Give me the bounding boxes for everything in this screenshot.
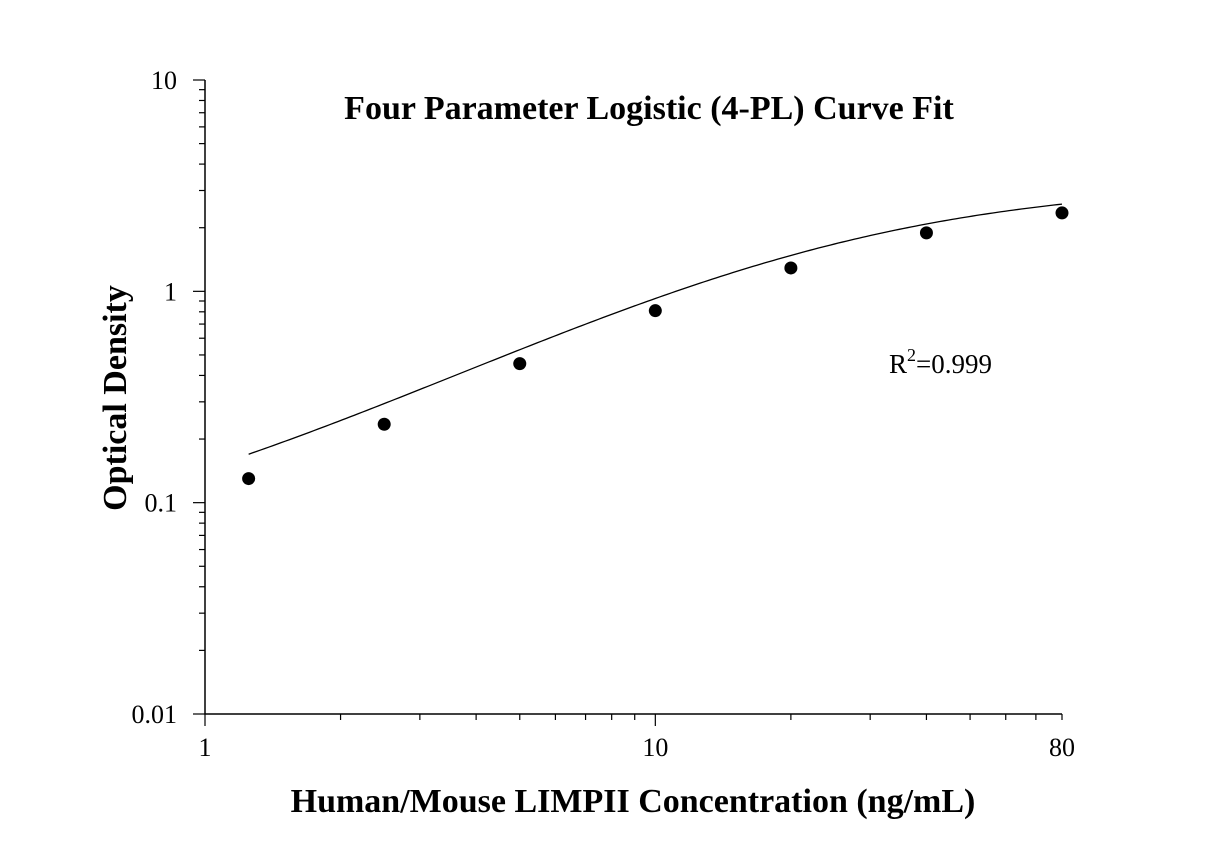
r-squared-value: =0.999 (916, 349, 992, 379)
r-squared-superscript: 2 (907, 345, 916, 365)
major-ticks (193, 79, 656, 726)
minor-ticks (199, 89, 1063, 720)
data-point (242, 472, 256, 486)
fit-curve (248, 203, 1063, 455)
chart-title: Four Parameter Logistic (4-PL) Curve Fit (344, 90, 954, 127)
data-point (377, 417, 391, 431)
data-point (784, 261, 798, 275)
x-tick-label: 80 (1049, 733, 1075, 762)
x-tick-labels: 1 10 80 (199, 733, 1076, 762)
data-point (648, 304, 662, 318)
r-squared-annotation: R2=0.999 (889, 345, 992, 379)
y-tick-label: 1 (164, 277, 177, 306)
y-axis-label: Optical Density (97, 285, 134, 511)
y-tick-label: 0.01 (132, 700, 178, 729)
x-axis-label: Human/Mouse LIMPII Concentration (ng/mL) (291, 783, 976, 820)
data-point (513, 357, 527, 371)
r-squared-base: R (889, 349, 907, 379)
axes (204, 80, 1062, 715)
data-points (242, 206, 1069, 486)
data-point (1055, 206, 1069, 220)
y-tick-label: 0.1 (145, 489, 178, 518)
x-tick-label: 10 (642, 733, 668, 762)
y-tick-labels: 10 1 0.1 0.01 (132, 66, 178, 729)
x-tick-label: 1 (199, 733, 212, 762)
data-point (919, 226, 933, 240)
y-tick-label: 10 (151, 66, 177, 95)
